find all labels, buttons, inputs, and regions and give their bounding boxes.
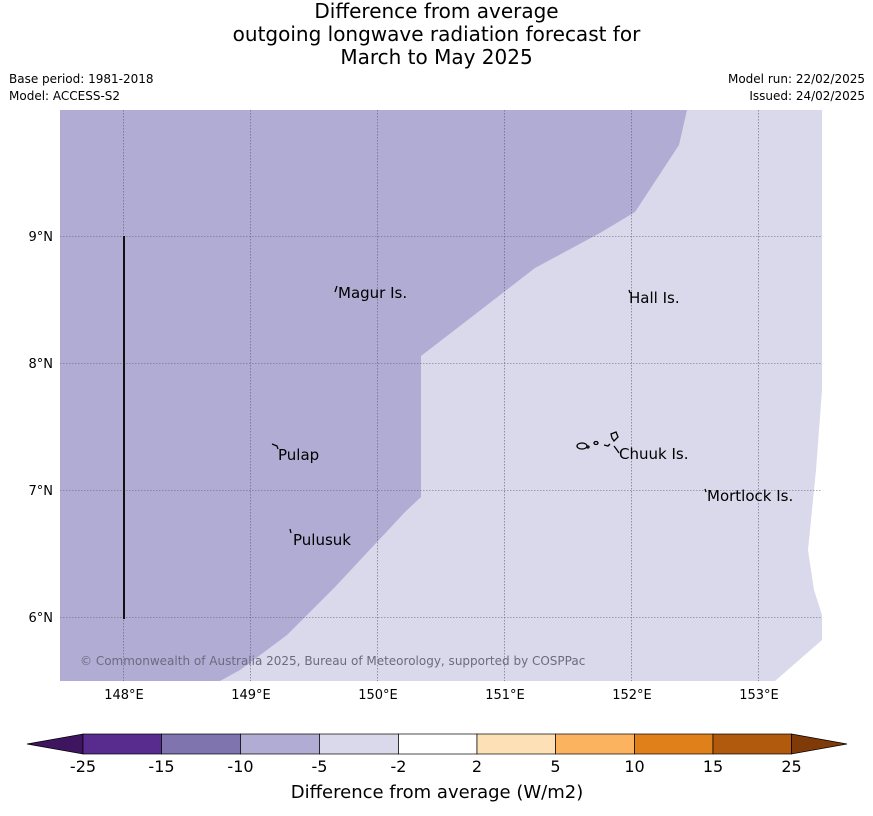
map-title: Difference from average outgoing longwav… [0,0,873,69]
lat-label-8n: 8°N [29,357,54,372]
colorbar [26,733,848,755]
island-chuuk [576,431,620,454]
colorbar-bin-3 [240,733,320,755]
model-name: Model: ACCESS-S2 [9,89,121,103]
colorbar-bin-5 [398,733,478,755]
cb-tick: 15 [703,757,723,776]
cb-tick: -15 [148,757,174,776]
lat-label-6n: 6°N [29,611,54,626]
cb-tick: 10 [624,757,644,776]
lat-label-7n: 7°N [29,484,54,499]
colorbar-bin-4 [319,733,399,755]
label-magur: Magur Is. [338,284,407,302]
island-shapes [271,285,707,534]
cb-tick: -2 [391,757,407,776]
title-line-2: outgoing longwave radiation forecast for [232,22,641,46]
island-magur [334,285,338,293]
island-hall [628,289,631,294]
colorbar-bin-9 [712,733,792,755]
island-pulap [271,443,279,450]
cb-tick: -25 [70,757,96,776]
colorbar-bin-8 [634,733,714,755]
cb-tick: 2 [472,757,482,776]
copyright-notice: © Commonwealth of Australia 2025, Bureau… [80,654,585,668]
colorbar-bin-2 [161,733,241,755]
lon-label-149e: 149°E [231,688,271,703]
colorbar-extend-low [26,733,84,755]
anomaly-edge-right [808,390,822,615]
base-period: Base period: 1981-2018 [9,72,154,86]
meta-left: Base period: 1981-2018 Model: ACCESS-S2 [9,71,154,105]
lon-label-153e: 153°E [739,688,779,703]
label-pulusuk: Pulusuk [293,531,351,549]
anomaly-region-darker [60,110,687,681]
colorbar-label: Difference from average (W/m2) [291,782,583,803]
colorbar-bin-6 [476,733,556,755]
colorbar-extend-high [791,733,848,755]
title-line-1: Difference from average [314,0,559,23]
label-pulap: Pulap [278,446,319,464]
title-line-3: March to May 2025 [340,45,533,69]
colorbar-ticks: -25 -15 -10 -5 -2 2 5 10 15 25 [70,757,802,776]
colorbar-bin-7 [555,733,635,755]
model-run: Model run: 22/02/2025 [727,72,865,86]
label-hall: Hall Is. [629,289,680,307]
meta-right: Model run: 22/02/2025 Issued: 24/02/2025 [728,71,865,105]
cb-tick: -5 [312,757,328,776]
label-chuuk: Chuuk Is. [619,445,688,463]
lon-label-151e: 151°E [485,688,525,703]
cb-tick: 5 [550,757,560,776]
lon-label-148e: 148°E [104,688,144,703]
island-pulusuk [289,528,292,534]
anomaly-edge-bottom-right [775,640,822,681]
colorbar-bin-1 [82,733,162,755]
island-mortlock [704,488,707,493]
issued-date: Issued: 24/02/2025 [749,89,865,103]
lat-label-9n: 9°N [29,230,54,245]
label-mortlock: Mortlock Is. [707,487,793,505]
lon-label-152e: 152°E [612,688,652,703]
lon-label-150e: 150°E [358,688,398,703]
cb-tick: -10 [227,757,253,776]
cb-tick: 25 [781,757,801,776]
